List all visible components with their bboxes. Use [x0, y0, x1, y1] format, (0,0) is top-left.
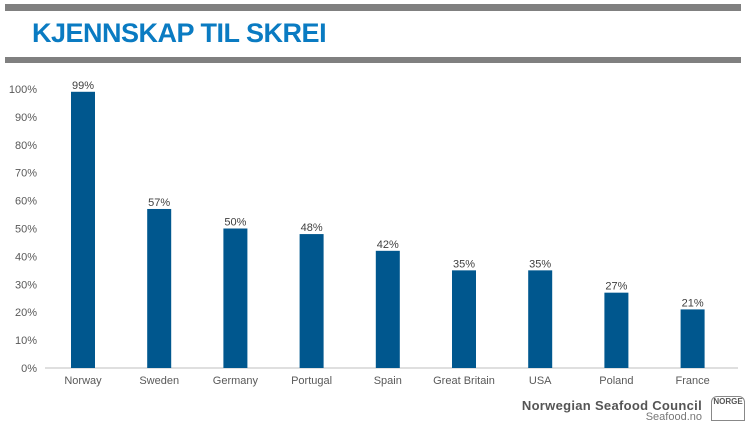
bar-norway	[71, 91, 95, 368]
y-tick-label: 0%	[21, 363, 37, 375]
bar-great-britain	[452, 270, 476, 368]
y-tick-label: 20%	[15, 307, 37, 319]
data-label: 99%	[72, 80, 94, 92]
bar-france	[680, 309, 705, 368]
data-label: 57%	[148, 197, 170, 209]
bar-portugal	[299, 234, 324, 368]
y-tick-label: 10%	[15, 335, 37, 347]
x-tick-label: Germany	[213, 375, 259, 387]
y-tick-label: 100%	[9, 84, 37, 96]
x-tick-label: Portugal	[291, 375, 332, 387]
x-tick-label: Norway	[64, 375, 102, 387]
data-label: 42%	[377, 239, 399, 251]
x-tick-label: Sweden	[139, 375, 179, 387]
y-tick-label: 80%	[15, 140, 37, 152]
x-tick-label: USA	[529, 375, 552, 387]
y-tick-label: 40%	[15, 251, 37, 263]
y-tick-label: 60%	[15, 196, 37, 208]
org-site: Seafood.no	[645, 411, 702, 423]
data-label: 35%	[529, 258, 551, 270]
bar-spain	[375, 250, 400, 368]
bar-usa	[528, 270, 553, 368]
x-tick-label: Poland	[599, 375, 633, 387]
x-tick-label: Great Britain	[433, 375, 495, 387]
data-label: 48%	[301, 222, 323, 234]
bar-sweden	[147, 208, 172, 368]
y-tick-label: 70%	[15, 168, 37, 180]
bar-germany	[223, 228, 248, 368]
page-title: KJENNSKAP TIL SKREI	[32, 18, 327, 48]
data-label: 50%	[224, 217, 246, 229]
x-tick-label: Spain	[374, 375, 402, 387]
data-label: 35%	[453, 258, 475, 270]
top-divider	[5, 4, 741, 11]
norge-logo: NORGE	[711, 396, 745, 421]
bar-poland	[604, 292, 629, 368]
org-name: Norwegian Seafood Council	[521, 398, 702, 413]
data-label: 21%	[682, 297, 704, 309]
y-tick-label: 50%	[15, 224, 37, 236]
y-tick-label: 30%	[15, 279, 37, 291]
y-tick-label: 90%	[15, 112, 37, 124]
title-divider	[5, 57, 741, 63]
x-tick-label: France	[675, 375, 709, 387]
data-label: 27%	[605, 281, 627, 293]
